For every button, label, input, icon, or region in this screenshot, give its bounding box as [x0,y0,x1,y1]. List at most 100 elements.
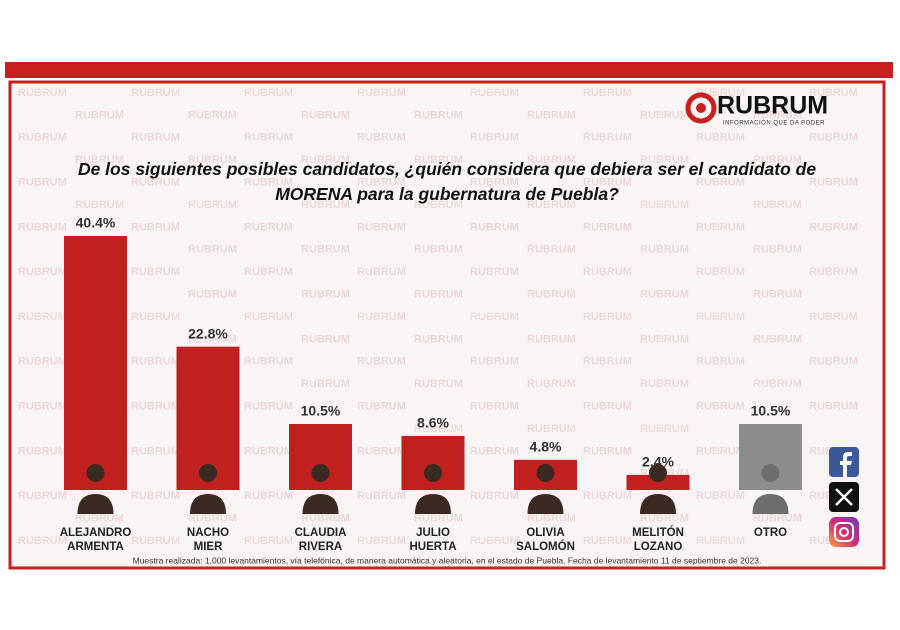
value-label: 22.8% [188,325,228,341]
portrait-body [190,494,226,514]
logo-ring [685,92,717,124]
watermark-text: RUBRUM [470,177,519,189]
watermark-text: RUBRUM [357,87,406,99]
watermark-text: RUBRUM [809,311,858,323]
watermark-text: RUBRUM [357,266,406,278]
watermark-text: RUBRUM [583,221,632,233]
watermark-text: RUBRUM [75,154,124,166]
watermark-text: RUBRUM [527,378,576,390]
watermark-text: RUBRUM [75,199,124,211]
x-tick-label: NACHO MIER [187,527,229,553]
watermark-text: RUBRUM [18,132,67,144]
portrait-head [199,464,217,482]
watermark-text: RUBRUM [753,109,802,121]
watermark-text: RUBRUM [696,401,745,413]
facebook-glyph [840,452,852,477]
watermark-text: RUBRUM [696,535,745,547]
watermark-text: RUBRUM [131,221,180,233]
portrait-body [640,494,676,514]
watermark-text: RUBRUM [244,535,293,547]
watermark-text: RUBRUM [188,154,237,166]
watermark-text: RUBRUM [470,132,519,144]
watermark-text: RUBRUM [131,132,180,144]
watermark-text: RUBRUM [414,244,463,256]
watermark-text: RUBRUM [527,289,576,301]
watermark-text: RUBRUM [470,266,519,278]
watermark-text: RUBRUM [18,311,67,323]
watermark-text: RUBRUM [301,513,350,525]
watermark-text: RUBRUM [527,109,576,121]
watermark-text: RUBRUM [640,289,689,301]
watermark-text: RUBRUM [470,311,519,323]
watermark-text: RUBRUM [131,535,180,547]
watermark-text: RUBRUM [753,244,802,256]
watermark-text: RUBRUM [357,445,406,457]
watermark-text: RUBRUM [640,423,689,435]
portrait-body [415,494,451,514]
watermark-text: RUBRUM [696,177,745,189]
watermark-text: RUBRUM [640,378,689,390]
watermark-text: RUBRUM [640,154,689,166]
social-icons [829,447,859,547]
watermark-text: RUBRUM [131,356,180,368]
x-tick-label: OTRO [754,527,787,539]
watermark-text: RUBRUM [414,109,463,121]
watermark-text: RUBRUM [583,401,632,413]
portrait-head [86,464,105,482]
watermark-text: RUBRUM [414,289,463,301]
watermark-text: RUBRUM [18,490,67,502]
logo: RUBRUM INFORMACIÓN QUE DA PODER [685,92,828,127]
watermark-text: RUBRUM [414,333,463,345]
instagram-icon[interactable] [829,517,859,547]
watermark-text: RUBRUM [809,221,858,233]
watermark-text: RUBRUM [244,221,293,233]
watermark-text: RUBRUM [414,199,463,211]
instagram-lens [839,527,849,537]
watermark-text: RUBRUM [696,221,745,233]
watermark-text: RUBRUM [357,311,406,323]
watermark-text: RUBRUM [131,266,180,278]
watermark-text: RUBRUM [753,289,802,301]
watermark-text: RUBRUM [527,423,576,435]
watermark-text: RUBRUM [583,445,632,457]
watermark-text: RUBRUM [640,109,689,121]
watermark-text: RUBRUM [527,199,576,211]
watermark-text: RUBRUM [188,513,237,525]
watermark-text: RUBRUM [18,445,67,457]
watermark-text: RUBRUM [753,199,802,211]
watermark-text: RUBRUM [244,490,293,502]
watermark-text: RUBRUM [809,87,858,99]
instagram-glyph [834,522,854,542]
watermark-text: RUBRUM [188,333,237,345]
watermark-text: RUBRUM [753,154,802,166]
watermark-text: RUBRUM [696,132,745,144]
x-tick-label: ALEJANDRO ARMENTA [60,527,132,553]
tagline: INFORMACIÓN QUE DA PODER [723,120,825,127]
watermark-text: RUBRUM [753,333,802,345]
watermark-text: RUBRUM [131,311,180,323]
watermark-text: RUBRUM [301,199,350,211]
watermark-text: RUBRUM [357,356,406,368]
watermark-text: RUBRUM [18,535,67,547]
plot: 40.4% ALEJANDRO ARMENTA 22.8% NACHO MIER 10.5%… [60,215,802,553]
watermark-text: RUBRUM [583,490,632,502]
watermark-text: RUBRUM [583,266,632,278]
watermark-text: RUBRUM [18,401,67,413]
watermark-text: RUBRUM [527,513,576,525]
watermark-text: RUBRUM [18,266,67,278]
watermark-text: RUBRUM [18,177,67,189]
logo-dot [696,103,706,113]
value-label: 2.4% [642,454,674,470]
watermark-text: RUBRUM [244,177,293,189]
watermark-text: RUBRUM [357,535,406,547]
watermark-text: RUBRUM [188,289,237,301]
watermark-text: RUBRUM [470,221,519,233]
watermark-text: RUBRUM [244,311,293,323]
watermark-text: RUBRUM [583,132,632,144]
watermark-text: RUBRUM [583,311,632,323]
watermark-text: RUBRUM [244,401,293,413]
watermark-text: RUBRUM [188,109,237,121]
watermark-text: RUBRUM [301,244,350,256]
watermark-text: RUBRUM [470,87,519,99]
